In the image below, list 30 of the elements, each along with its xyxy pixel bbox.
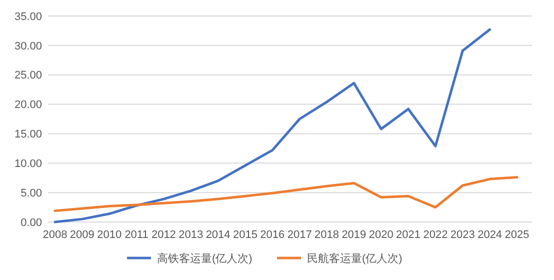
x-tick-label: 2010	[97, 229, 122, 241]
x-tick-label: 2023	[450, 229, 475, 241]
x-tick-label: 2021	[396, 229, 421, 241]
y-tick-label: 15.00	[14, 128, 42, 141]
x-tick-label: 2011	[124, 229, 148, 241]
x-tick-label: 2024	[478, 229, 502, 241]
x-tick-label: 2018	[314, 229, 340, 241]
line-series	[54, 28, 492, 224]
y-tick-label: 30.00	[14, 40, 42, 52]
x-tick-label: 2008	[42, 229, 68, 241]
x-tick-label: 2020	[368, 229, 394, 241]
y-tick-label: 10.00	[14, 158, 42, 170]
y-tick-label: 35.00	[14, 10, 42, 23]
x-tick-label: 2014	[206, 229, 230, 241]
x-tick-label: 2015	[232, 229, 258, 241]
x-tick-label: 2012	[151, 229, 176, 241]
y-tick-label: 25.00	[14, 70, 42, 82]
x-tick-label: 2016	[260, 229, 285, 241]
line-series	[54, 176, 518, 212]
x-tick-label: 2009	[70, 229, 94, 241]
y-tick-label: 20.00	[14, 99, 42, 112]
x-tick-label: 2022	[423, 229, 448, 241]
legend-label: 高铁客运量(亿人次)	[157, 252, 252, 265]
y-tick-label: 5.00	[20, 187, 42, 200]
y-tick-label: 0.00	[20, 216, 42, 229]
x-tick-label: 2025	[504, 229, 530, 241]
legend-label: 民航客运量(亿人次)	[307, 252, 402, 265]
x-tick-label: 2019	[342, 229, 366, 241]
x-tick-label: 2013	[178, 229, 204, 241]
x-tick-label: 2017	[287, 229, 312, 241]
